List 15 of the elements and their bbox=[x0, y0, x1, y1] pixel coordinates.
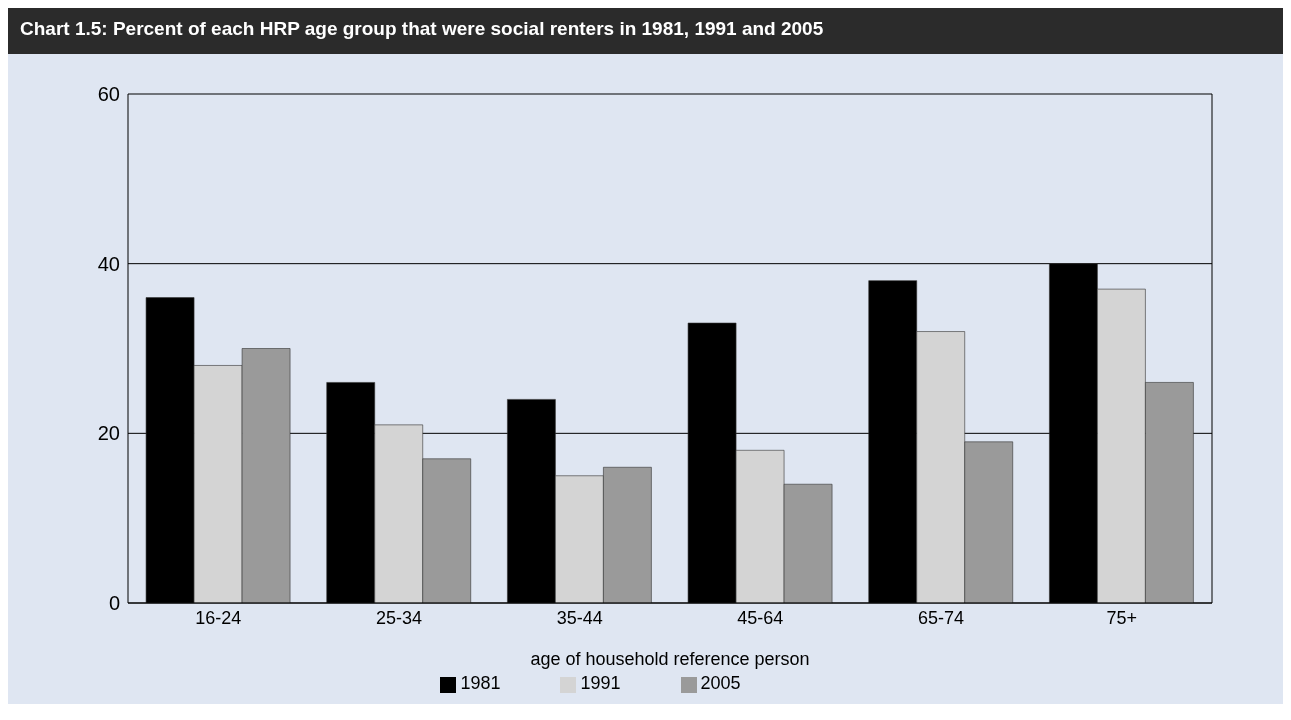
x-axis-title: age of household reference person bbox=[530, 649, 810, 669]
x-tick-label: 75+ bbox=[1106, 607, 1137, 628]
y-tick-label: 0 bbox=[108, 592, 120, 615]
x-tick-label: 25-34 bbox=[375, 607, 423, 628]
y-tick-label: 60 bbox=[97, 83, 120, 106]
x-tick-label: 35-44 bbox=[556, 607, 603, 628]
x-tick-label: 45-64 bbox=[737, 607, 784, 628]
y-tick-label: 20 bbox=[97, 422, 120, 445]
legend-label: 1991 bbox=[580, 673, 621, 693]
legend-label: 1981 bbox=[460, 673, 501, 693]
y-tick-label: 40 bbox=[97, 252, 120, 275]
legend-label: 2005 bbox=[700, 673, 741, 693]
chart-title: Chart 1.5: Percent of each HRP age group that were social renters in 1981, 1991 and 2005 bbox=[8, 8, 1283, 54]
x-tick-label: 16-24 bbox=[195, 607, 242, 628]
x-tick-label: 65-74 bbox=[917, 607, 965, 628]
